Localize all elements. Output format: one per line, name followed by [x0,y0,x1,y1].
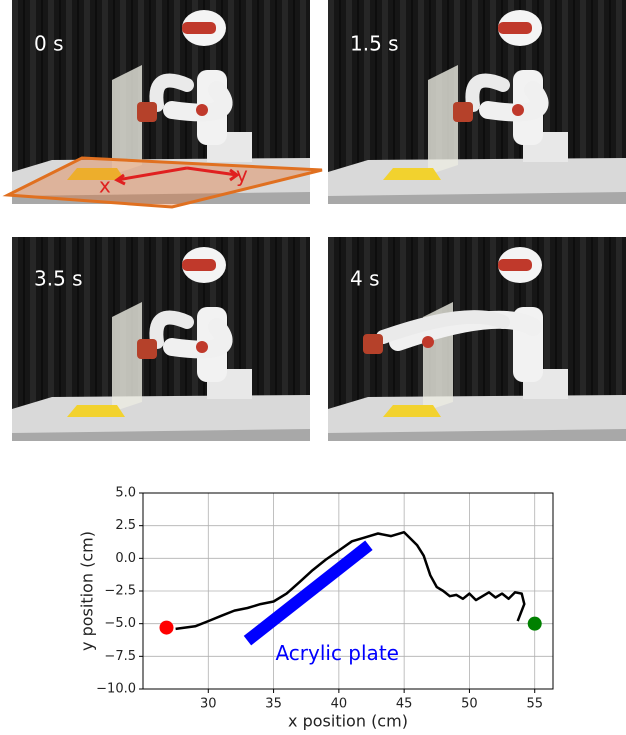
acrylic-plate [112,302,142,412]
y-tick-label: −5.0 [104,616,136,631]
robot-face [182,259,216,271]
y-tick-label: 2.5 [115,518,136,533]
acrylic-plate [247,545,368,640]
point [528,617,542,631]
figure: 0 s x y 1.5 s 3.5 s 4 s 30 35 40 45 50 55 5.0 2.5 0.0 −… [0,0,626,735]
photo-panel: 0 s x y [8,0,322,207]
robot-joint [196,341,208,353]
panel-label: 4 s [350,267,380,291]
annotation: Acrylic plate [275,641,399,665]
robot-face [498,22,532,34]
panel-label: 1.5 s [350,32,399,56]
yellow-fixture [67,405,125,417]
y-tick-label: 5.0 [115,486,136,501]
robot-joint [196,104,208,116]
photo-panel: 3.5 s [12,237,310,441]
yellow-fixture [383,405,441,417]
axis-label: x [99,174,111,198]
photo-panel: 4 s [328,237,626,441]
x-tick-label: 30 [200,697,217,712]
robot-face [498,259,532,271]
trajectory-line [176,532,525,629]
robot-joint [512,104,524,116]
robot-gripper [453,102,473,122]
robot-gripper [137,102,157,122]
x-tick-label: 50 [461,697,478,712]
yellow-fixture [383,168,441,180]
x-axis-label: x position (cm) [288,712,408,731]
robot-gripper [137,339,157,359]
robot-face [182,22,216,34]
robot-joint [422,336,434,348]
axis-label: y [236,163,248,187]
robot-gripper [363,334,383,354]
acrylic-plate [428,65,458,175]
y-tick-label: −7.5 [104,649,136,664]
y-tick-label: −10.0 [96,682,136,697]
x-tick-label: 35 [265,697,282,712]
x-tick-label: 40 [331,697,348,712]
point [160,621,174,635]
figure-svg: 0 s x y 1.5 s 3.5 s 4 s 30 35 40 45 50 55 5.0 2.5 0.0 −… [0,0,626,735]
y-tick-label: 0.0 [115,551,136,566]
x-tick-label: 45 [396,697,413,712]
y-tick-label: −2.5 [104,584,136,599]
y-axis-label: y position (cm) [78,531,97,651]
x-tick-label: 55 [526,697,543,712]
panel-label: 0 s [34,32,64,56]
panel-label: 3.5 s [34,267,83,291]
photo-panel: 1.5 s [328,0,626,204]
